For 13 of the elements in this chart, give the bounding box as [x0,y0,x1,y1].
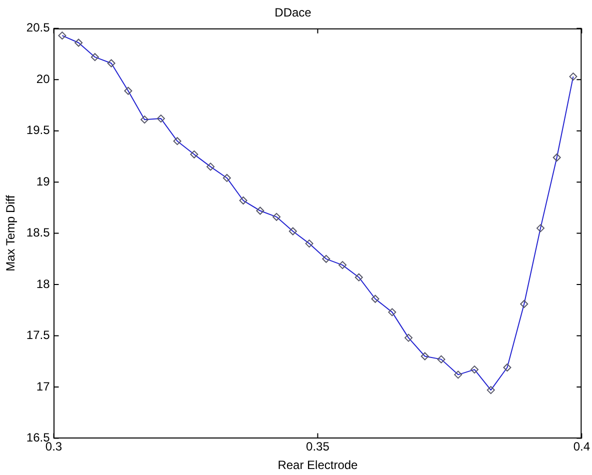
x-tick-label: 0.4 [573,440,590,454]
y-axis-title: Max Temp Diff [4,194,18,272]
x-tick-label: 0.35 [306,440,330,454]
chart-title: DDace [274,6,312,20]
y-tick-label: 17 [36,379,50,394]
y-tick-label: 18.5 [26,226,50,240]
y-tick-label: 19.5 [26,123,50,138]
x-axis-title: Rear Electrode [278,458,358,472]
y-tick-label: 20 [36,72,50,86]
y-tick-label: 18 [36,276,50,291]
y-tick-label: 17.5 [26,328,50,342]
y-tick-label: 20.5 [26,20,50,35]
y-tick-label: 19 [36,174,50,188]
